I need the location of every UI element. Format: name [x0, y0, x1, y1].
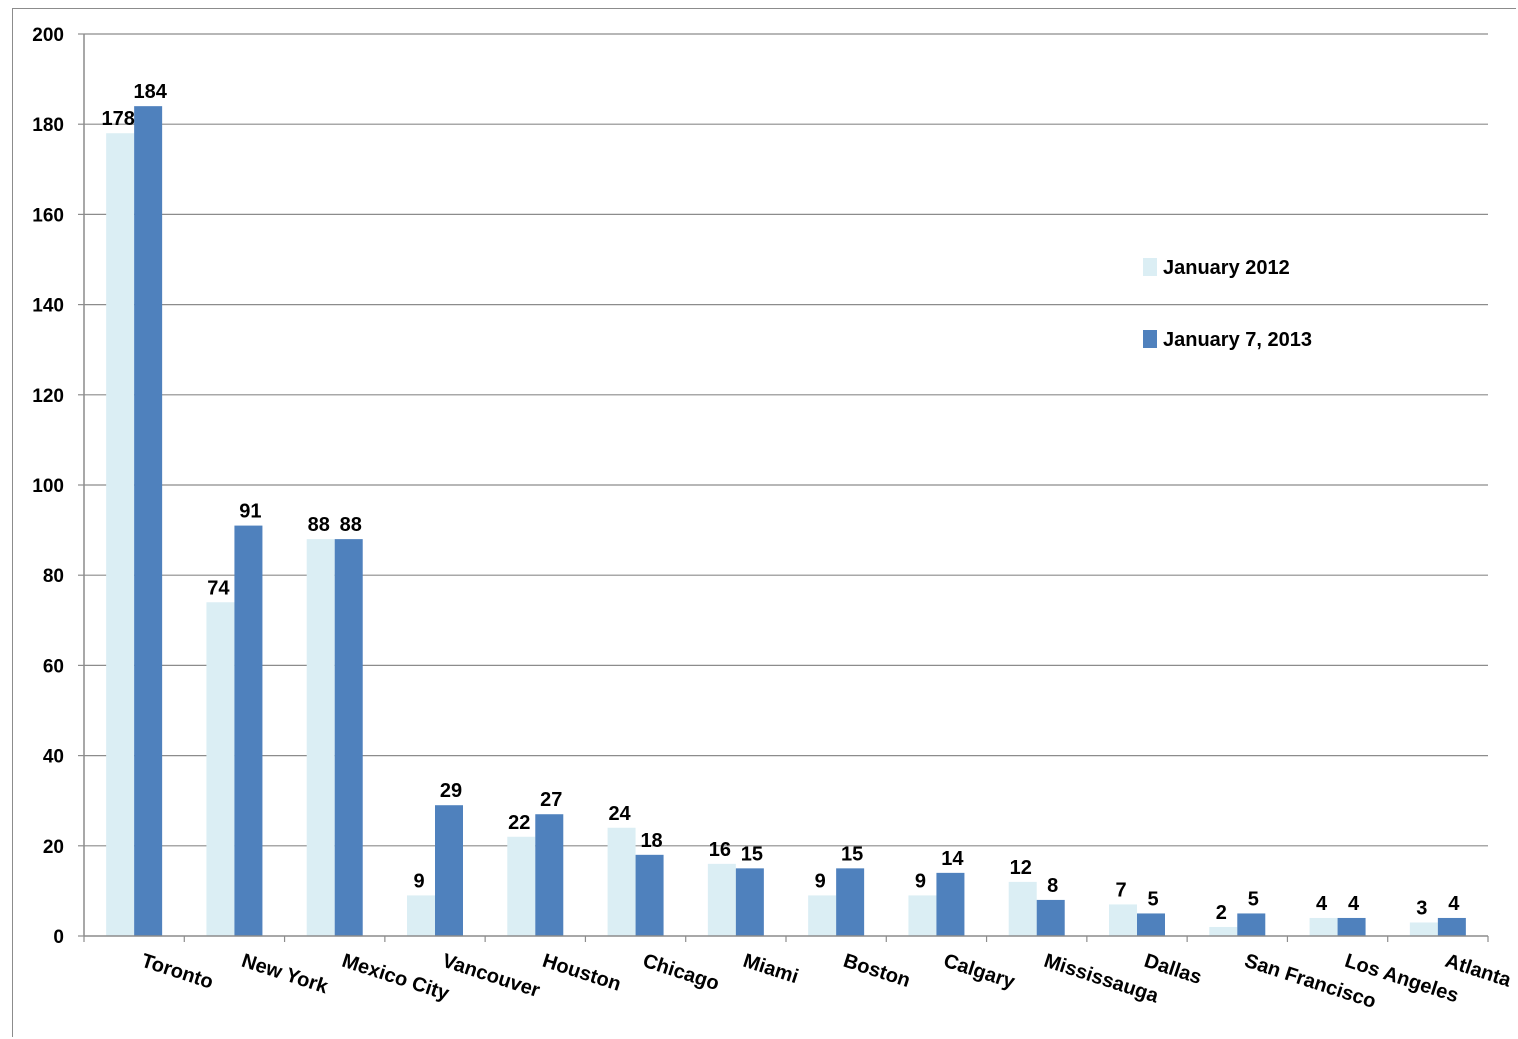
- legend: January 2012 January 7, 2013: [1143, 257, 1312, 351]
- y-tick-label-160: 160: [32, 205, 64, 226]
- data-label-los-angeles-series-2: 4: [1348, 893, 1360, 915]
- data-label-calgary-series-1: 9: [915, 870, 926, 892]
- bar-miami-series-1: [707, 863, 736, 936]
- bar-chicago-series-1: [607, 827, 636, 936]
- data-label-mexico-city-series-2: 88: [340, 514, 362, 536]
- category-label-miami: Miami: [740, 950, 801, 988]
- data-label-chicago-series-1: 24: [608, 803, 631, 825]
- y-tick-label-100: 100: [32, 476, 64, 497]
- data-label-miami-series-1: 16: [709, 839, 731, 861]
- bar-toronto-series-1: [106, 133, 135, 937]
- bar-chicago-series-2: [635, 854, 664, 936]
- category-label-mississauga: Mississauga: [1041, 950, 1162, 1008]
- bar-san-francisco-series-2: [1237, 913, 1266, 936]
- data-label-dallas-series-1: 7: [1115, 879, 1126, 901]
- data-label-boston-series-2: 15: [841, 843, 863, 865]
- data-label-calgary-series-2: 14: [941, 848, 964, 870]
- category-label-chicago: Chicago: [640, 950, 722, 995]
- data-label-san-francisco-series-2: 5: [1248, 888, 1259, 910]
- bar-houston-series-2: [535, 814, 564, 936]
- y-tick-label-200: 200: [32, 25, 64, 46]
- y-tick-label-140: 140: [32, 296, 64, 317]
- bar-miami-series-2: [735, 868, 764, 936]
- y-axis-tick-labels: 0 20 40 60 80 100 120 140 160 180 200: [32, 25, 64, 948]
- y-tick-label-80: 80: [43, 566, 64, 587]
- data-label-new-york-series-2: 91: [239, 501, 261, 523]
- data-label-miami-series-2: 15: [741, 843, 763, 865]
- legend-swatch-series-2: [1143, 330, 1157, 348]
- data-label-houston-series-2: 27: [540, 789, 562, 811]
- data-label-mississauga-series-1: 12: [1010, 857, 1032, 879]
- bar-houston-series-1: [507, 836, 536, 936]
- bar-toronto-series-2: [134, 106, 163, 936]
- bar-new-york-series-2: [234, 525, 263, 936]
- bar-atlanta-series-1: [1409, 922, 1438, 936]
- category-label-calgary: Calgary: [941, 950, 1018, 994]
- data-label-houston-series-1: 22: [508, 812, 530, 834]
- bar-mexico-city-series-1: [306, 539, 335, 936]
- bar-vancouver-series-2: [435, 805, 463, 936]
- category-label-boston: Boston: [841, 950, 913, 992]
- bar-los-angeles-series-1: [1309, 917, 1338, 936]
- category-label-toronto: Toronto: [139, 950, 216, 994]
- data-label-vancouver-series-2: 29: [440, 780, 462, 802]
- bar-mexico-city-series-2: [334, 539, 363, 936]
- data-label-boston-series-1: 9: [815, 870, 826, 892]
- data-label-chicago-series-2: 18: [640, 830, 662, 852]
- data-label-vancouver-series-1: 9: [413, 870, 424, 892]
- bar-vancouver-series-1: [407, 895, 435, 936]
- axes: [78, 33, 1489, 942]
- legend-label-series-2: January 7, 2013: [1163, 329, 1312, 351]
- category-label-houston: Houston: [540, 950, 624, 996]
- legend-label-series-1: January 2012: [1163, 257, 1290, 279]
- bar-mississauga-series-2: [1036, 899, 1065, 936]
- y-tick-label-0: 0: [53, 927, 64, 948]
- bar-calgary-series-2: [936, 872, 965, 936]
- bar-atlanta-series-2: [1437, 917, 1466, 936]
- bar-boston-series-1: [808, 895, 837, 936]
- bar-calgary-series-1: [908, 895, 937, 936]
- bar-dallas-series-2: [1137, 913, 1165, 936]
- data-label-los-angeles-series-1: 4: [1316, 893, 1328, 915]
- data-label-mexico-city-series-1: 88: [308, 514, 330, 536]
- chart-frame: [12, 8, 1516, 1037]
- data-label-atlanta-series-2: 4: [1448, 893, 1460, 915]
- data-label-san-francisco-series-1: 2: [1216, 902, 1227, 924]
- data-label-mississauga-series-2: 8: [1047, 875, 1058, 897]
- bar-san-francisco-series-1: [1209, 926, 1238, 936]
- data-label-new-york-series-1: 74: [207, 577, 230, 599]
- y-tick-label-20: 20: [43, 837, 64, 858]
- bar-mississauga-series-1: [1008, 881, 1037, 936]
- category-label-vancouver: Vancouver: [439, 950, 542, 1002]
- category-label-mexico-city: Mexico City: [339, 950, 452, 1006]
- data-label-toronto-series-2: 184: [133, 81, 167, 103]
- bar-boston-series-2: [836, 868, 865, 936]
- y-tick-label-120: 120: [32, 386, 64, 407]
- data-label-toronto-series-1: 178: [101, 108, 134, 130]
- y-tick-label-180: 180: [32, 115, 64, 136]
- legend-swatch-series-1: [1143, 258, 1157, 276]
- data-label-atlanta-series-1: 3: [1416, 897, 1427, 919]
- x-axis-category-labels: Toronto New York Mexico CityVancouverHoust…: [139, 950, 1515, 1013]
- bars: [106, 106, 1466, 937]
- category-label-new-york: New York: [239, 950, 332, 999]
- y-tick-label-60: 60: [43, 656, 64, 677]
- data-label-dallas-series-2: 5: [1147, 888, 1158, 910]
- y-tick-label-40: 40: [43, 747, 64, 768]
- bar-dallas-series-1: [1109, 904, 1137, 936]
- gridlines: [84, 33, 1488, 847]
- bar-new-york-series-1: [206, 602, 235, 936]
- bar-los-angeles-series-2: [1337, 917, 1366, 936]
